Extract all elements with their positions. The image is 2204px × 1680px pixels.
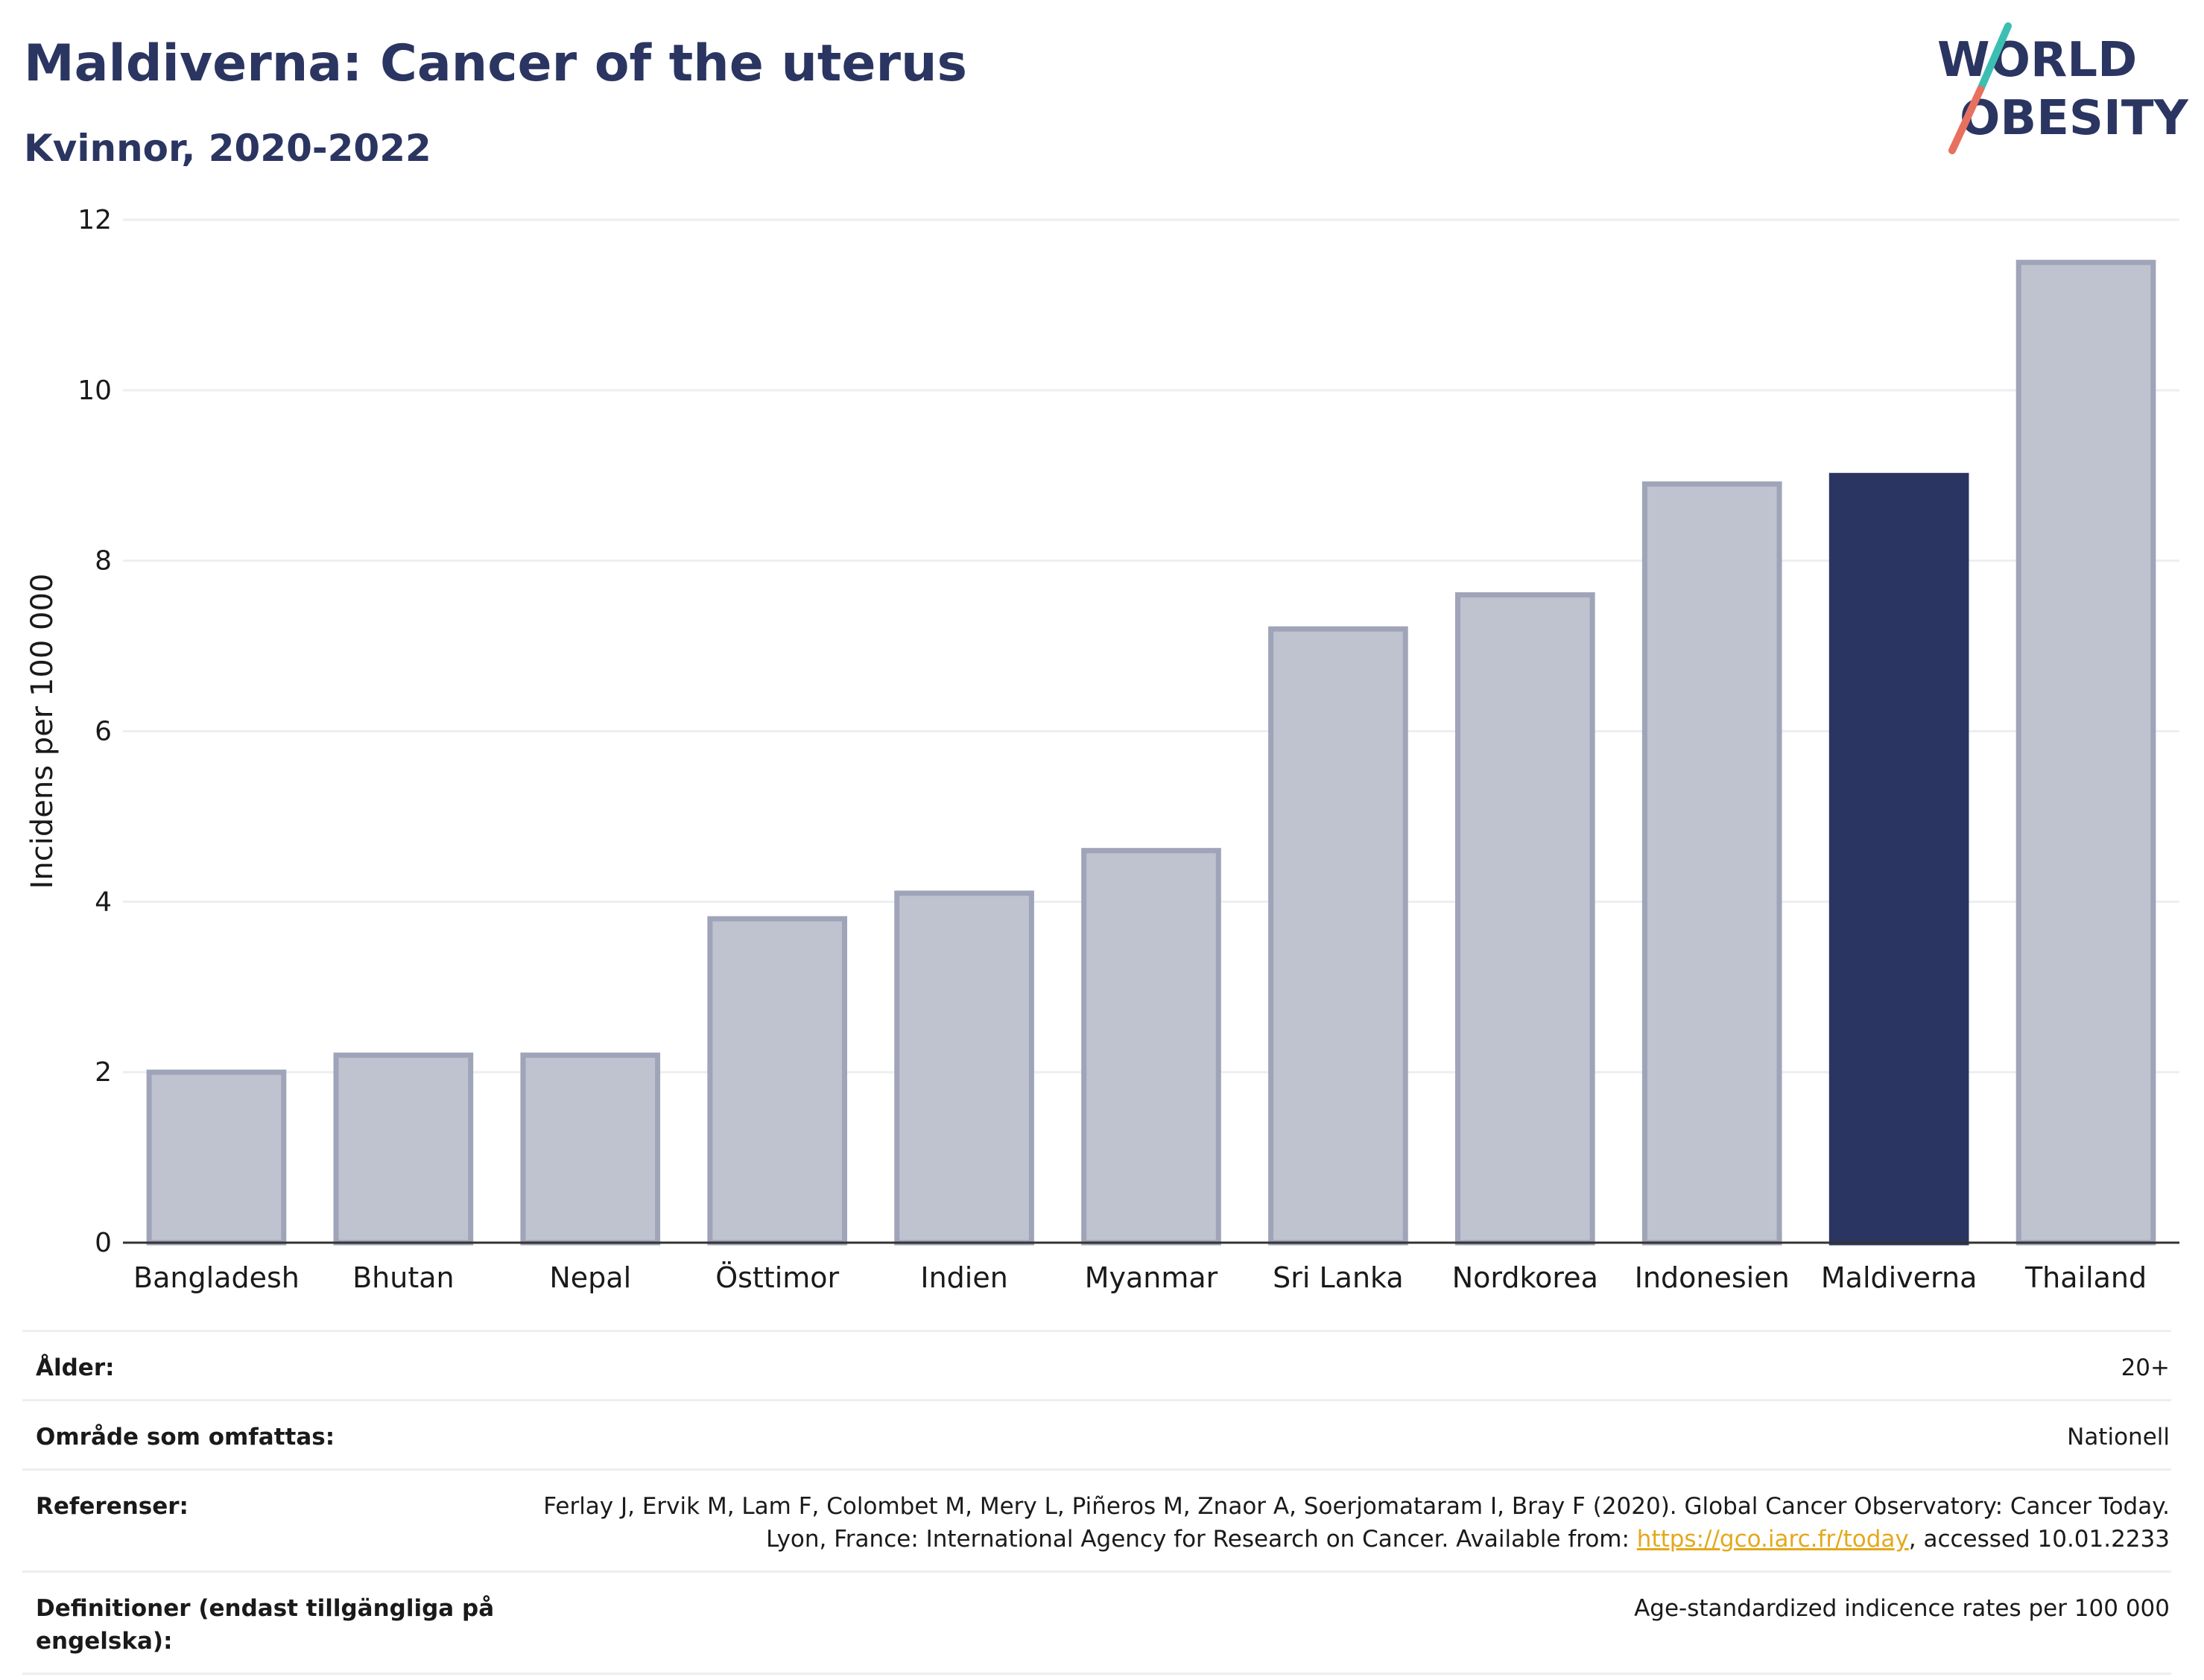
- world-obesity-logo: WORLD OBESITY: [1937, 22, 2188, 154]
- logo-slash-coral-icon: [1948, 86, 1984, 154]
- meta-value: Age-standardized indicence rates per 100…: [499, 1570, 2171, 1675]
- y-tick-label: 2: [95, 1057, 112, 1088]
- bar-nordkorea[interactable]: [1454, 592, 1595, 1246]
- meta-row-coverage: Område som omfattas: Nationell: [22, 1399, 2171, 1471]
- y-tick-label: 12: [77, 205, 112, 235]
- bar-östtimor[interactable]: [707, 916, 848, 1246]
- x-tick-label: Maldiverna: [1821, 1261, 1977, 1294]
- bar-sri-lanka[interactable]: [1268, 626, 1408, 1246]
- y-tick-label: 8: [95, 546, 112, 577]
- x-tick-label: Nordkorea: [1452, 1261, 1598, 1294]
- y-tick-label: 0: [95, 1228, 112, 1258]
- y-tick-label: 10: [77, 375, 112, 406]
- chart-title: Maldiverna: Cancer of the uterus: [24, 34, 967, 93]
- x-tick-label: Nepal: [549, 1261, 631, 1294]
- bar-thailand[interactable]: [2015, 259, 2156, 1246]
- reference-text: Ferlay J, Ervik M, Lam F, Colombet M, Me…: [543, 1493, 2170, 1553]
- bar-myanmar[interactable]: [1081, 848, 1221, 1246]
- meta-row-references: Referenser: Ferlay J, Ervik M, Lam F, Co…: [22, 1468, 2171, 1573]
- x-tick-labels: Bangladesh Bhutan Nepal Östtimor Indien Myanm…: [133, 1261, 2147, 1294]
- y-tick-label: 6: [95, 717, 112, 747]
- bar-bhutan[interactable]: [333, 1052, 474, 1246]
- bar-bangladesh[interactable]: [146, 1069, 287, 1246]
- reference-accessed: , accessed 10.01.2233: [1908, 1526, 2170, 1553]
- bar-chart: 0 2 4 6 8 10 12 Bangladesh Bhutan Nepal Östtimor I…: [25, 205, 2179, 1294]
- bar-indien[interactable]: [894, 890, 1034, 1246]
- x-tick-label: Bhutan: [352, 1261, 455, 1294]
- meta-value: Ferlay J, Ervik M, Lam F, Colombet M, Me…: [499, 1468, 2171, 1573]
- reference-link[interactable]: https://gco.iarc.fr/today: [1636, 1526, 1909, 1553]
- meta-row-definitions: Definitioner (endast tillgängliga på eng…: [22, 1570, 2171, 1675]
- meta-value: Nationell: [499, 1399, 2171, 1471]
- logo-slash-teal-icon: [1977, 22, 2012, 93]
- meta-label: Område som omfattas:: [22, 1399, 499, 1471]
- y-tick-label: 4: [95, 887, 112, 917]
- meta-row-age: Ålder: 20+: [22, 1330, 2171, 1401]
- x-tick-label: Indonesien: [1635, 1261, 1790, 1294]
- meta-label: Referenser:: [22, 1468, 499, 1573]
- x-tick-label: Myanmar: [1085, 1261, 1218, 1294]
- chart-subtitle: Kvinnor, 2020-2022: [24, 127, 431, 170]
- x-tick-label: Sri Lanka: [1273, 1261, 1404, 1294]
- x-tick-label: Bangladesh: [133, 1261, 300, 1294]
- bar-indonesien[interactable]: [1641, 481, 1782, 1246]
- bars: [146, 259, 2156, 1246]
- y-tick-labels: 0 2 4 6 8 10 12: [77, 205, 112, 1258]
- x-tick-label: Thailand: [2024, 1261, 2147, 1294]
- logo-line-2: OBESITY: [1960, 91, 2188, 146]
- bar-maldiverna[interactable]: [1828, 472, 1969, 1246]
- metadata-table: Ålder: 20+ Område som omfattas: Nationel…: [22, 1330, 2171, 1675]
- meta-value: 20+: [499, 1330, 2171, 1401]
- meta-label: Ålder:: [22, 1330, 499, 1401]
- x-tick-label: Indien: [920, 1261, 1007, 1294]
- x-tick-label: Östtimor: [715, 1261, 839, 1294]
- logo-line-1: WORLD: [1937, 33, 2137, 88]
- y-axis-label: Incidens per 100 000: [25, 574, 60, 890]
- bar-nepal[interactable]: [520, 1052, 661, 1246]
- meta-label: Definitioner (endast tillgängliga på eng…: [22, 1570, 499, 1675]
